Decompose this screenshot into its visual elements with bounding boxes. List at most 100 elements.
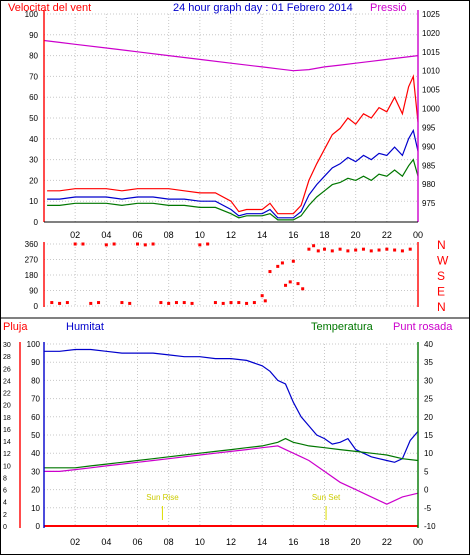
humidity-temperature-series: [44, 348, 419, 527]
legend-dew-point: Punt rosada: [393, 321, 453, 333]
wind-direction-point: [276, 264, 280, 268]
degree-tick-label: 180: [25, 271, 39, 280]
wind-pressure-panel: Velocitat del vent 24 hour graph day : 0…: [8, 2, 440, 240]
pressure-axis-label: Pressió: [370, 2, 407, 14]
wind-direction-point: [323, 247, 326, 251]
wind-direction-point: [237, 301, 241, 305]
pressure-tick-label: 1015: [422, 48, 440, 57]
hour-tick-label: 06: [132, 230, 142, 240]
wind-speed-tick-labels: 0 10 20 30 40 50 60 70 80 90 100: [25, 10, 39, 227]
hour-tick-label: 22: [382, 537, 392, 547]
temperature-tick-labels: -10 -5 0 5 10 15 20 25 30 35 40: [424, 340, 436, 531]
temperature-tick-label: 15: [424, 431, 433, 440]
rain-tick-label: 12: [3, 451, 11, 458]
pressure-tick-label: 1025: [422, 10, 440, 19]
pressure-tick-label: 1020: [422, 29, 440, 38]
wind-direction-point: [128, 301, 132, 305]
wind-direction-point: [400, 249, 404, 253]
hour-tick-label: 20: [351, 230, 361, 240]
temperature-tick-label: 40: [424, 340, 433, 349]
degree-tick-label: 270: [25, 256, 39, 265]
wind-direction-point: [151, 242, 155, 246]
wind-direction-point: [252, 301, 256, 305]
wind-direction-point: [73, 242, 77, 246]
temperature-tick-label: 10: [424, 449, 433, 458]
temperature-tick-label: 25: [424, 395, 433, 404]
wind-direction-point: [65, 301, 69, 305]
wind-direction-point: [288, 280, 292, 284]
rain-tick-label: 26: [3, 366, 11, 373]
wind-direction-point: [377, 248, 381, 252]
hour-tick-label: 10: [195, 537, 205, 547]
wind-direction-points: [50, 242, 412, 305]
hour-tick-label: 10: [195, 230, 205, 240]
legend-humidity: Humitat: [66, 321, 104, 333]
rain-tick-label: 30: [3, 342, 11, 349]
wind-direction-point: [190, 301, 194, 305]
wind-direction-point: [408, 247, 412, 251]
wind-direction-degree-labels: 0 90 180 270 360: [25, 240, 39, 311]
rain-tick-label: 10: [3, 463, 11, 470]
hour-tick-label: 14: [257, 537, 267, 547]
legend-rain: Pluja: [3, 321, 28, 333]
series-line-humitat: [44, 348, 419, 463]
wind-direction-point: [385, 247, 389, 251]
wind-direction-point: [143, 243, 147, 247]
wind-direction-point: [104, 243, 108, 247]
temperature-tick-label: 30: [424, 376, 433, 385]
wind-direction-point: [268, 270, 272, 274]
wind-direction-point: [120, 301, 124, 305]
pressure-tick-label: 985: [422, 161, 436, 170]
wind-speed-tick-label: 10: [29, 197, 38, 206]
temperature-tick-label: -10: [424, 522, 436, 531]
pressure-tick-label: 975: [422, 199, 436, 208]
wind-direction-point: [58, 301, 62, 305]
hour-tick-label: 08: [164, 537, 174, 547]
temperature-tick-label: -5: [424, 504, 432, 513]
hour-tick-label: 16: [288, 537, 298, 547]
hour-tick-label: 04: [101, 537, 111, 547]
degree-tick-label: 0: [34, 302, 39, 311]
humidity-tick-label: 70: [31, 395, 40, 404]
compass-label: S: [437, 269, 445, 283]
wind-speed-tick-label: 30: [29, 156, 38, 165]
humidity-temperature-panel: Pluja Humitat Temperatura Punt rosada 02…: [3, 321, 453, 547]
hour-tick-label: 20: [351, 537, 361, 547]
series-line-0: [47, 74, 419, 215]
hour-tick-label: 12: [226, 230, 236, 240]
wind-direction-point: [312, 244, 316, 248]
wind-direction-point: [291, 259, 295, 263]
series-line-3: [43, 39, 419, 72]
rain-tick-label: 28: [3, 354, 11, 361]
wind-direction-point: [346, 249, 350, 253]
wind-direction-point: [112, 242, 116, 246]
wind-direction-point: [307, 247, 311, 251]
sun-annotations: Sun Rise Sun Set: [146, 493, 341, 520]
temperature-tick-label: 0: [424, 486, 429, 495]
rain-tick-label: 22: [3, 391, 11, 398]
humidity-tick-label: 40: [31, 449, 40, 458]
series-line-punt-rosada: [44, 445, 419, 505]
pressure-tick-label: 1010: [422, 67, 440, 76]
humidity-tick-labels: 0 10 20 30 40 50 60 70 80 90 100: [27, 340, 41, 531]
rain-tick-label: 2: [3, 512, 7, 519]
wind-direction-grid: [44, 243, 419, 307]
rain-tick-label: 0: [3, 524, 7, 531]
wind-direction-point: [338, 247, 342, 251]
rain-tick-label: 4: [3, 500, 7, 507]
wind-direction-point: [198, 243, 202, 247]
wind-direction-point: [330, 249, 334, 253]
humidity-temperature-hour-tick-labels: 02 04 06 08 10 12 14 16 18 20 22 00: [70, 537, 423, 547]
rain-tick-label: 14: [3, 439, 11, 446]
wind-direction-point: [174, 301, 178, 305]
rain-tick-label: 24: [3, 378, 11, 385]
wind-direction-point: [50, 301, 54, 305]
wind-direction-point: [167, 301, 171, 305]
wind-direction-point: [301, 287, 305, 291]
humidity-tick-label: 100: [27, 340, 41, 349]
hour-tick-label: 02: [70, 230, 80, 240]
series-line-1: [47, 128, 419, 219]
wind-speed-tick-label: 60: [29, 93, 38, 102]
